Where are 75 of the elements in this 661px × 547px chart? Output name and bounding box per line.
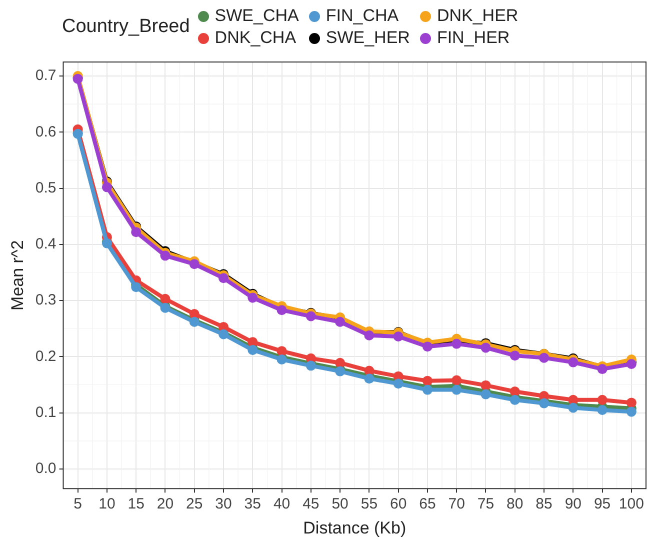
- x-axis-title: Distance (Kb): [303, 518, 406, 538]
- point: [131, 282, 142, 292]
- x-tick-label: 65: [419, 496, 436, 513]
- point: [568, 402, 578, 413]
- legend-label: DNK_CHA: [214, 28, 296, 48]
- x-tick-label: 50: [332, 496, 348, 513]
- x-tick-label: 55: [360, 496, 378, 513]
- x-tick-label: 100: [618, 496, 644, 513]
- x-tick-label: 60: [390, 496, 407, 513]
- y-tick-label: 0.0: [35, 460, 56, 478]
- point: [335, 358, 346, 368]
- point: [480, 389, 491, 400]
- point: [393, 331, 404, 342]
- x-tick-label: 35: [244, 496, 261, 513]
- x-tick-label: 45: [302, 496, 320, 513]
- y-tick-label: 0.4: [35, 236, 56, 253]
- point: [568, 357, 578, 368]
- legend-label: DNK_HER: [436, 6, 518, 26]
- y-tick-label: 0.2: [35, 348, 56, 365]
- point: [452, 384, 462, 395]
- point: [276, 305, 287, 316]
- point: [626, 406, 636, 417]
- point: [597, 364, 608, 374]
- y-axis-title: Mean r^2: [8, 240, 27, 310]
- point: [364, 374, 374, 384]
- point: [160, 250, 170, 261]
- point: [510, 350, 520, 361]
- x-tick-label: 95: [594, 496, 611, 513]
- point: [160, 294, 170, 304]
- y-tick-label: 0.7: [35, 67, 56, 84]
- y-tick-label: 0.6: [35, 123, 56, 140]
- x-tick-label: 25: [186, 496, 203, 513]
- point: [276, 346, 287, 356]
- point: [276, 354, 287, 364]
- point: [422, 342, 432, 352]
- point: [452, 375, 462, 386]
- x-tick-label: 30: [215, 496, 232, 513]
- y-tick-label: 0.1: [35, 404, 56, 421]
- legend-title: Country_Breed: [62, 16, 190, 38]
- point: [248, 292, 258, 303]
- x-tick-label: 90: [564, 496, 582, 513]
- legend-label: FIN_CHA: [326, 6, 399, 26]
- point: [306, 360, 316, 371]
- point: [131, 227, 142, 238]
- y-tick-label: 0.3: [35, 292, 56, 309]
- x-tick-label: 10: [98, 496, 116, 513]
- point: [510, 394, 520, 405]
- x-tick-label: 75: [477, 496, 494, 513]
- x-tick-label: 5: [74, 496, 82, 513]
- point: [422, 384, 432, 395]
- point: [597, 394, 608, 405]
- point: [422, 376, 432, 386]
- point: [480, 380, 491, 390]
- point: [306, 311, 316, 322]
- x-tick-label: 70: [448, 496, 465, 513]
- point: [102, 182, 112, 192]
- point: [335, 316, 346, 327]
- point: [539, 352, 550, 363]
- x-tick-label: 20: [156, 496, 174, 513]
- point: [393, 378, 404, 389]
- y-tick-label: 0.5: [35, 179, 56, 196]
- point: [510, 386, 520, 396]
- x-tick-label: 80: [506, 496, 524, 513]
- point: [364, 330, 374, 340]
- legend-label: FIN_HER: [436, 28, 510, 48]
- point: [480, 342, 491, 353]
- legend-label: SWE_CHA: [214, 6, 299, 26]
- x-tick-label: 85: [536, 496, 552, 513]
- point: [626, 398, 636, 408]
- legend-label: SWE_HER: [326, 28, 410, 48]
- x-tick-label: 40: [273, 496, 290, 513]
- x-tick-label: 15: [128, 496, 144, 513]
- point: [597, 405, 608, 416]
- point: [452, 338, 462, 349]
- point: [218, 273, 229, 284]
